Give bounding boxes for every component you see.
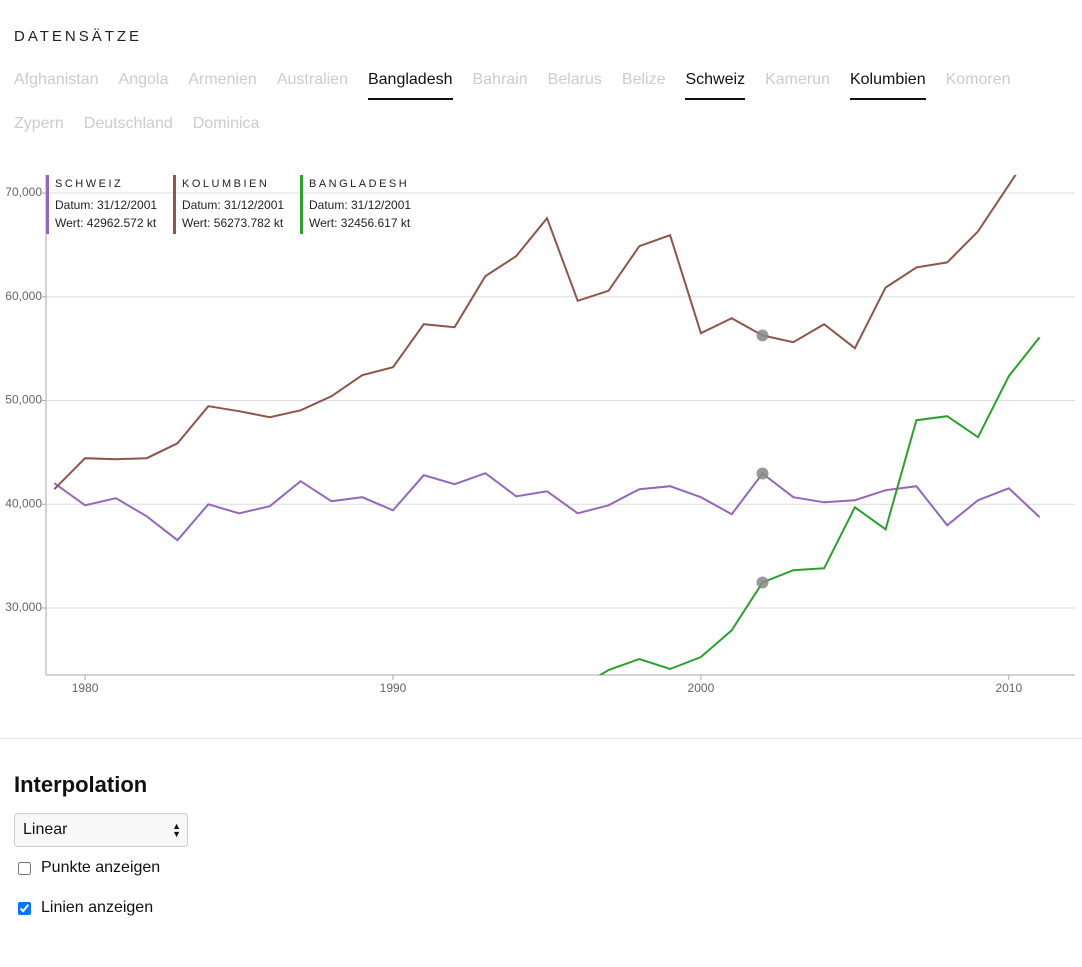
tooltip-date: Datum: 31/12/2001 <box>55 198 158 212</box>
tooltip-value: Wert: 42962.572 kt <box>55 216 157 230</box>
checkbox[interactable] <box>18 861 31 875</box>
dataset-tab[interactable]: Schweiz <box>685 70 746 100</box>
dataset-tab[interactable]: Belarus <box>547 71 602 88</box>
dataset-tab[interactable]: Armenien <box>188 71 257 88</box>
dataset-tab[interactable]: Deutschland <box>83 115 173 132</box>
highlight-point <box>756 576 769 589</box>
y-tick-label: 60,000 <box>5 289 42 303</box>
tooltip-title: BANGLADESH <box>309 178 410 190</box>
y-tick-label: 50,000 <box>5 393 42 407</box>
checkbox-label: Punkte anzeigen <box>41 859 161 876</box>
tooltip-date: Datum: 31/12/2001 <box>309 198 412 212</box>
dataset-tab[interactable]: Zypern <box>14 115 64 132</box>
tooltip-date: Datum: 31/12/2001 <box>182 198 285 212</box>
highlight-point <box>756 467 769 480</box>
series-line <box>53 175 1017 490</box>
x-tick-label: 2000 <box>688 681 715 695</box>
tooltip: KOLUMBIEN Datum: 31/12/2001 Wert: 56273.78… <box>173 175 284 234</box>
select-value: Linear <box>23 821 68 838</box>
tooltip-value: Wert: 56273.782 kt <box>182 216 284 230</box>
x-tick-label: 1980 <box>72 681 99 695</box>
dataset-tabs: Afghanistan Angola Armenien Australien Bangl… <box>14 70 1044 158</box>
checkbox-row[interactable]: Punkte anzeigen <box>18 859 160 877</box>
checkbox[interactable] <box>18 901 31 915</box>
y-tick-label: 40,000 <box>5 496 42 510</box>
tooltip-value: Wert: 32456.617 kt <box>309 216 411 230</box>
chart: 30,000 40,000 50,000 60,000 70,000 1980 1990 20… <box>5 175 1075 695</box>
dataset-tab[interactable]: Bangladesh <box>367 70 453 100</box>
tooltip: BANGLADESH Datum: 31/12/2001 Wert: 32456.6… <box>300 175 411 234</box>
checkbox-label: Linien anzeigen <box>41 899 154 916</box>
series-line <box>598 336 1041 675</box>
dataset-tab[interactable]: Komoren <box>945 71 1011 88</box>
dataset-tab[interactable]: Kamerun <box>765 71 830 88</box>
datasets-title: DATENSÄTZE <box>14 28 143 45</box>
tooltip-title: KOLUMBIEN <box>182 178 270 190</box>
select-arrow: ▲ ▼ <box>172 821 181 839</box>
dataset-tab[interactable]: Kolumbien <box>849 70 926 100</box>
y-tick-label: 30,000 <box>5 600 42 614</box>
dataset-tab[interactable]: Afghanistan <box>14 71 99 88</box>
x-tick-label: 1990 <box>380 681 407 695</box>
checkbox-row[interactable]: Linien anzeigen <box>18 899 153 917</box>
tooltip: SCHWEIZ Datum: 31/12/2001 Wert: 42962.572 … <box>46 175 157 234</box>
dataset-tab[interactable]: Dominica <box>192 115 260 132</box>
divider <box>0 738 1082 739</box>
y-tick-label: 70,000 <box>5 185 42 199</box>
series-line <box>53 472 1041 542</box>
dataset-tab[interactable]: Bahrain <box>472 71 528 88</box>
dataset-tab[interactable]: Belize <box>621 71 666 88</box>
x-tick-label: 2010 <box>995 681 1022 695</box>
highlight-point <box>756 329 769 342</box>
tooltip-title: SCHWEIZ <box>55 178 124 190</box>
dataset-tab[interactable]: Australien <box>276 71 348 88</box>
controls-title: Interpolation <box>14 772 148 797</box>
interpolation-select[interactable]: Linear ▲ ▼ <box>14 813 188 847</box>
dataset-tab[interactable]: Angola <box>118 71 169 88</box>
